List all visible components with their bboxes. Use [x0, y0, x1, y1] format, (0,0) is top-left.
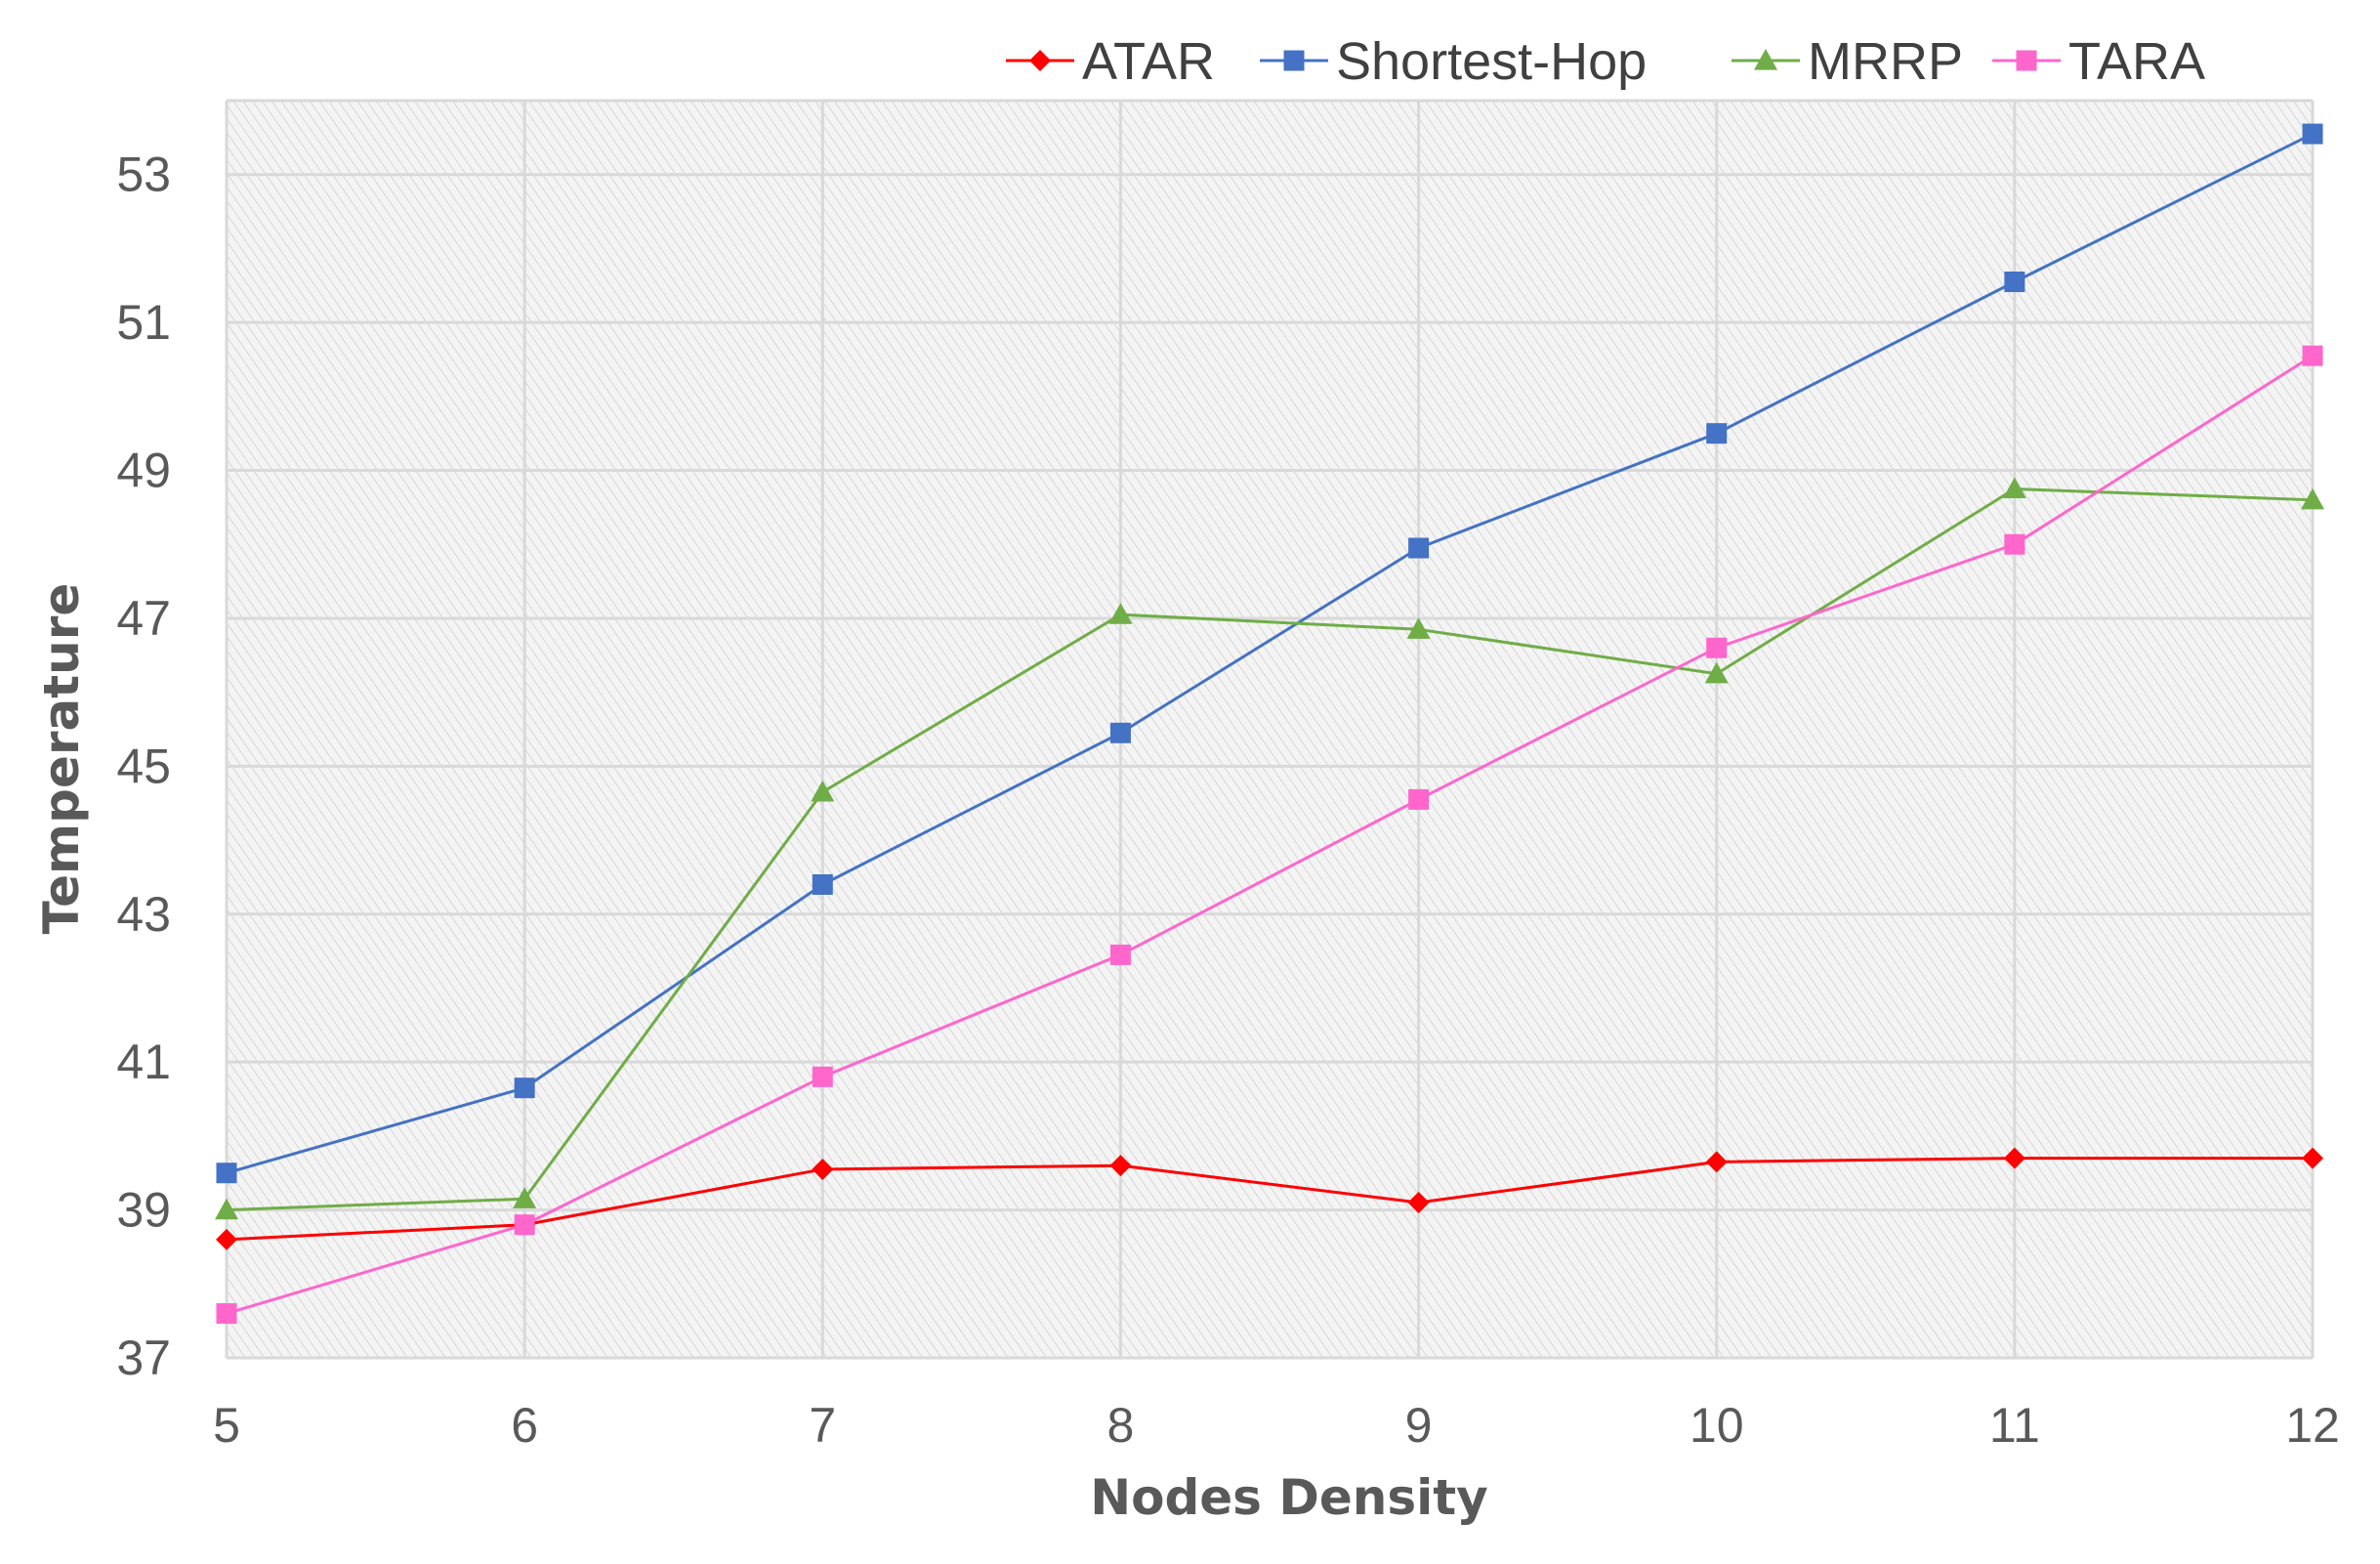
x-tick-label: 6 — [511, 1398, 538, 1453]
x-tick-label: 12 — [2285, 1398, 2340, 1453]
x-tick-label: 11 — [1989, 1398, 2040, 1453]
data-point-shortest-hop — [1706, 423, 1728, 444]
legend-marker — [2016, 50, 2037, 71]
x-tick-label: 5 — [213, 1398, 240, 1453]
data-point-tara — [1109, 944, 1131, 965]
legend-item-shortest-hop: Shortest-Hop — [1260, 32, 1647, 91]
data-point-mrrp — [1704, 661, 1729, 684]
legend-item-atar: ATAR — [1006, 32, 1215, 91]
series-markers — [215, 123, 2324, 1325]
data-point-shortest-hop — [812, 873, 833, 895]
series-line-atar — [226, 1157, 2313, 1242]
data-point-mrrp — [811, 780, 835, 802]
data-point-tara — [216, 1303, 237, 1325]
series-line-shortest-hop — [226, 132, 2314, 1175]
data-point-mrrp — [215, 1198, 238, 1220]
legend-label: TARA — [2068, 32, 2205, 91]
data-point-mrrp — [2301, 487, 2324, 510]
y-tick-label: 37 — [116, 1331, 171, 1385]
data-point-tara — [1408, 788, 1430, 810]
y-tick-label: 51 — [116, 295, 171, 350]
legend-label: MRRP — [1808, 32, 1963, 91]
x-axis-ticks: 5 6 7 8 9 10 11 12 — [213, 1398, 2340, 1453]
legend-item-mrrp: MRRP — [1732, 32, 1963, 91]
legend-label: Shortest-Hop — [1336, 32, 1647, 91]
data-point-atar — [2003, 1147, 2025, 1169]
y-tick-label: 47 — [116, 591, 171, 646]
data-point-tara — [514, 1214, 535, 1236]
data-point-shortest-hop — [1408, 537, 1430, 559]
x-tick-label: 10 — [1690, 1398, 1744, 1453]
series-lines — [226, 132, 2314, 1316]
data-point-tara — [2004, 533, 2025, 555]
data-point-mrrp — [1108, 603, 1133, 624]
plot-area — [227, 101, 2313, 1358]
x-tick-label: 9 — [1405, 1398, 1433, 1453]
data-point-shortest-hop — [2004, 271, 2025, 292]
data-point-mrrp — [513, 1187, 537, 1208]
legend-marker — [1754, 49, 1777, 70]
y-tick-label: 39 — [116, 1183, 171, 1238]
x-tick-label: 7 — [809, 1398, 836, 1453]
legend: ATAR Shortest-Hop MRRP TARA — [1006, 32, 2205, 91]
legend-item-tara: TARA — [1992, 32, 2205, 91]
data-point-tara — [812, 1066, 833, 1087]
data-point-shortest-hop — [1109, 722, 1131, 743]
y-axis-ticks: 37 39 41 43 45 47 49 51 53 — [116, 148, 171, 1385]
y-tick-label: 41 — [116, 1035, 171, 1089]
series-line-tara — [226, 354, 2314, 1316]
grid-lines — [225, 99, 2315, 1360]
legend-marker — [1029, 50, 1051, 71]
data-point-atar — [216, 1228, 237, 1250]
x-axis-title: Nodes Density — [1090, 1469, 1487, 1526]
data-point-shortest-hop — [514, 1078, 535, 1099]
data-point-atar — [2302, 1147, 2323, 1169]
data-point-tara — [1706, 637, 1728, 658]
data-point-tara — [2302, 345, 2323, 366]
data-point-atar — [1705, 1151, 1728, 1173]
data-point-mrrp — [1406, 617, 1431, 639]
legend-marker — [1283, 50, 1305, 71]
series-line-mrrp — [226, 486, 2314, 1212]
x-tick-label: 8 — [1107, 1398, 1135, 1453]
data-point-shortest-hop — [216, 1162, 237, 1184]
data-point-shortest-hop — [2302, 123, 2323, 145]
data-point-atar — [1109, 1155, 1132, 1177]
data-point-atar — [812, 1158, 834, 1180]
y-axis-title: Temperature — [33, 583, 90, 935]
data-point-mrrp — [2002, 477, 2026, 499]
y-tick-label: 49 — [116, 444, 171, 498]
y-tick-label: 53 — [116, 148, 171, 202]
data-point-atar — [1407, 1192, 1430, 1214]
y-tick-label: 45 — [116, 739, 171, 793]
legend-label: ATAR — [1082, 32, 1215, 91]
y-tick-label: 43 — [116, 887, 171, 942]
